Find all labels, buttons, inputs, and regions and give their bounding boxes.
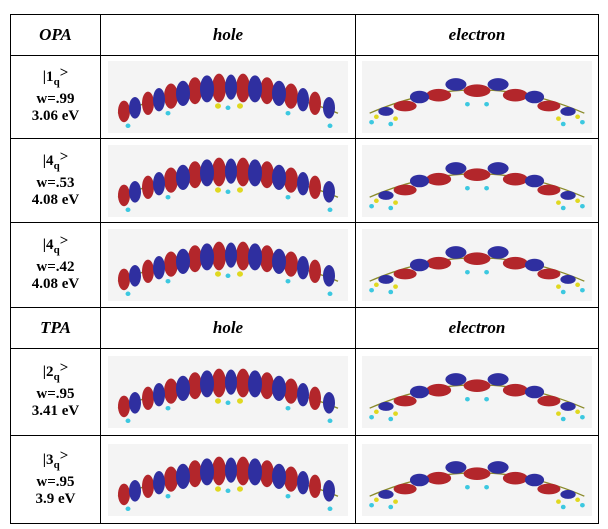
hole-orbital-image [108,229,348,301]
state-close: > [59,447,69,464]
state-subscript: q [53,76,60,88]
state-ket: |2q> [11,360,100,386]
state-label: |2q> w=.95 3.41 eV [10,348,101,436]
weight: w=.42 [36,259,75,275]
electron-cell [355,55,599,139]
electron-cell [355,435,599,524]
electron-cell [355,222,599,308]
state-label: |3q> w=.95 3.9 eV [10,435,101,524]
electron-orbital-image [362,356,592,428]
state-row: |1q> w=.99 3.06 eV [10,55,599,139]
energy: 3.06 eV [31,108,80,124]
state-subscript: q [53,371,60,383]
electron-orbital-image [362,61,592,133]
state-number: |1 [42,69,54,85]
energy: 4.08 eV [31,191,80,208]
header-cell: OPA [10,14,101,56]
state-ket: |3q> [11,448,100,474]
header-row: OPA hole electron [10,14,599,56]
state-ket: |4q> [11,233,100,259]
energy: 4.08 eV [31,276,80,292]
state-row: |4q> w=.53 4.08 eV [10,138,599,223]
header-cell: electron [355,307,599,349]
state-subscript: q [53,458,60,471]
state-row: |4q> w=.42 4.08 eV [10,222,599,308]
state-ket: |1q> [11,65,100,91]
hole-cell [100,435,356,524]
energy: 3.41 eV [31,403,80,419]
hole-orbital-image [108,356,348,428]
hole-orbital-image [108,145,348,217]
hole-cell [100,222,356,308]
header-cell: hole [100,14,356,56]
energy: 3.9 eV [35,490,76,507]
state-number: |4 [42,237,54,253]
electron-orbital-image [362,444,592,516]
electron-cell [355,138,599,223]
header-cell: TPA [10,307,101,349]
hole-orbital-image [108,61,348,133]
hole-cell [100,55,356,139]
state-label: |4q> w=.42 4.08 eV [10,222,101,308]
state-label: |1q> w=.99 3.06 eV [10,55,101,139]
hole-cell [100,138,356,223]
header-row: TPA hole electron [10,307,599,349]
state-row: |2q> w=.95 3.41 eV [10,348,599,436]
state-close: > [59,65,69,81]
orbital-table: OPA hole electron |1q> w=.99 3.06 eV |4q> w=.53… [10,14,599,524]
electron-orbital-image [362,229,592,301]
state-label: |4q> w=.53 4.08 eV [10,138,101,223]
state-subscript: q [53,244,60,256]
state-subscript: q [53,159,60,172]
weight: w=.99 [36,91,75,107]
state-number: |4 [42,152,54,169]
state-close: > [59,233,69,249]
state-close: > [59,148,69,165]
weight: w=.95 [36,473,75,490]
hole-cell [100,348,356,436]
weight: w=.53 [36,174,75,191]
state-ket: |4q> [11,149,100,175]
state-number: |3 [42,451,54,468]
header-cell: electron [355,14,599,56]
state-close: > [59,360,69,376]
electron-cell [355,348,599,436]
header-cell: hole [100,307,356,349]
state-number: |2 [42,364,54,380]
state-row: |3q> w=.95 3.9 eV [10,435,599,524]
electron-orbital-image [362,145,592,217]
hole-orbital-image [108,444,348,516]
weight: w=.95 [36,386,75,402]
